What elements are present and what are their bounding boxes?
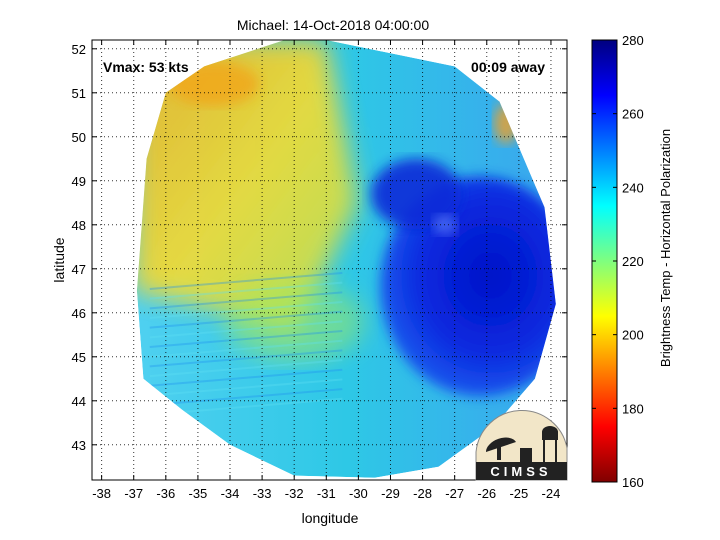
y-tick-label: 48 — [72, 218, 86, 233]
y-axis-label: latitude — [51, 237, 67, 282]
colorbar-tick-label: 220 — [622, 254, 644, 269]
x-axis-ticks: -38 -37 -36 -35 -34 -33 -32 -31 -30 -29 -28 -27 -26-… — [92, 40, 560, 501]
time-offset-annotation: 00:09 away — [471, 59, 545, 75]
y-tick-label: 50 — [72, 130, 86, 145]
colorbar-tick-label: 280 — [622, 33, 644, 48]
x-tick-label: -34 — [221, 486, 240, 501]
x-tick-label: -32 — [285, 486, 304, 501]
x-tick-label: -26 — [477, 486, 496, 501]
x-axis-label: longitude — [302, 510, 359, 526]
swath-image — [136, 40, 556, 478]
y-axis-ticks: 43 44 45 46 47 48 49 50 51 52 — [72, 42, 567, 453]
x-tick-label: -31 — [317, 486, 336, 501]
grid-lines — [92, 40, 567, 480]
colorbar-tick-label: 180 — [622, 401, 644, 416]
plot-frame — [91, 39, 568, 481]
y-tick-label: 45 — [72, 350, 86, 365]
y-tick-label: 47 — [72, 262, 86, 277]
x-tick-label: -37 — [124, 486, 143, 501]
brightness-field — [136, 40, 556, 478]
y-tick-label: 44 — [72, 394, 86, 409]
y-tick-label: 49 — [72, 174, 86, 189]
y-tick-label: 51 — [72, 86, 86, 101]
x-tick-label: -36 — [156, 486, 175, 501]
colorbar-tick-label: 200 — [622, 328, 644, 343]
chart-title: Michael: 14-Oct-2018 04:00:00 — [237, 17, 429, 33]
water-tower-icon — [542, 426, 558, 440]
x-tick-label: -33 — [253, 486, 272, 501]
colorbar-label: Brightness Temp - Horizontal Polarizatio… — [658, 129, 673, 367]
vmax-annotation: Vmax: 53 kts — [103, 59, 189, 75]
x-tick-label: -27 — [445, 486, 464, 501]
y-tick-label: 52 — [72, 42, 86, 57]
x-tick-label: -24 — [542, 486, 561, 501]
x-tick-label: -28 — [413, 486, 432, 501]
y-tick-label: 43 — [72, 438, 86, 453]
y-tick-label: 46 — [72, 306, 86, 321]
colorbar — [591, 39, 618, 483]
x-tick-label: -30 — [349, 486, 368, 501]
colorbar-tick-label: 260 — [622, 107, 644, 122]
x-tick-label: -29 — [381, 486, 400, 501]
x-tick-label: -38 — [92, 486, 111, 501]
colorbar-tick-label: 240 — [622, 180, 644, 195]
cimss-logo: CIMSS — [475, 409, 568, 481]
cimss-logo-text: CIMSS — [490, 464, 551, 479]
x-tick-label: -25 — [509, 486, 528, 501]
colorbar-ticks: 160 180 200 220 240 260 280 — [592, 33, 644, 490]
x-tick-label: -35 — [189, 486, 208, 501]
colorbar-tick-label: 160 — [622, 475, 644, 490]
